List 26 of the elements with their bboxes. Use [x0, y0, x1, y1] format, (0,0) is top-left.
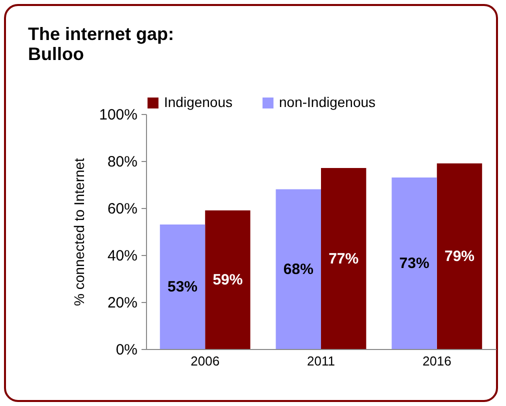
bar [276, 189, 321, 349]
x-tick-label: 2016 [422, 354, 452, 368]
data-label: 79% [444, 248, 475, 266]
y-tick-label: 60% [107, 200, 138, 218]
x-tick-label: 2006 [190, 354, 220, 368]
data-label: 77% [328, 250, 359, 268]
data-label: 73% [399, 255, 430, 272]
y-tick-label: 80% [107, 154, 138, 170]
data-label: 59% [212, 272, 243, 289]
y-axis-title: % connected to Internet [71, 158, 88, 306]
y-tick-label: 100% [99, 106, 138, 124]
bar [160, 224, 206, 349]
bar [205, 210, 250, 349]
data-label: 53% [167, 278, 198, 296]
bar [436, 163, 482, 349]
x-tick-label: 2011 [307, 354, 335, 368]
legend-label: Indigenous [164, 94, 233, 110]
y-tick-label: 0% [116, 342, 138, 358]
chart-subtitle: Bulloo [28, 44, 84, 64]
y-tick-label: 20% [107, 294, 138, 312]
bar [321, 168, 366, 349]
bar [392, 177, 437, 349]
y-tick-label: 40% [107, 248, 138, 264]
data-label: 68% [283, 261, 314, 278]
chart-title: The internet gap: [28, 24, 174, 44]
legend-label: non-Indigenous [279, 94, 376, 110]
